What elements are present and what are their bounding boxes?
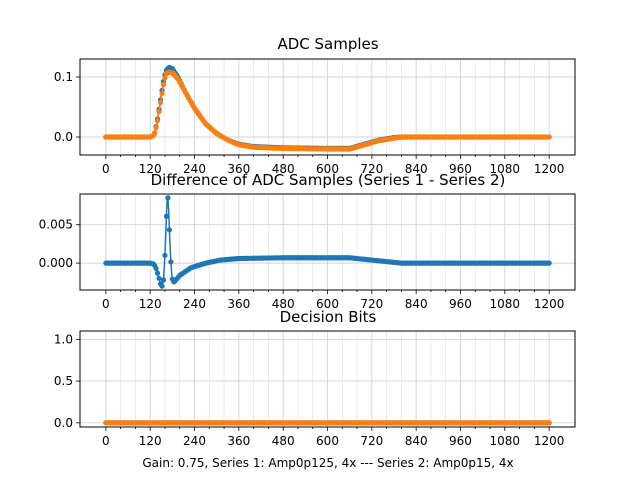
- y-tick-label: 0.005: [39, 218, 73, 232]
- data-point: [157, 99, 164, 106]
- x-tick-label: 600: [316, 434, 339, 448]
- x-tick-label: 720: [360, 162, 383, 176]
- x-tick-label: 840: [405, 162, 428, 176]
- x-tick-label: 0: [102, 162, 110, 176]
- x-tick-label: 480: [272, 297, 295, 311]
- x-tick-label: 120: [139, 297, 162, 311]
- data-point: [165, 195, 171, 201]
- x-tick-label: 0: [102, 434, 110, 448]
- x-axis-label: Gain: 0.75, Series 1: Amp0p125, 4x --- S…: [142, 456, 513, 470]
- x-tick-label: 1080: [490, 434, 521, 448]
- x-tick-label: 0: [102, 297, 110, 311]
- x-tick-label: 840: [405, 434, 428, 448]
- series-1: [103, 194, 552, 289]
- y-axis-ticks: 0.1 0.0: [54, 70, 80, 144]
- x-tick-label: 1200: [534, 297, 565, 311]
- data-point: [546, 420, 552, 426]
- x-tick-label: 1080: [490, 162, 521, 176]
- y-tick-label: 1.0: [54, 332, 73, 346]
- data-point: [546, 260, 552, 266]
- x-tick-label: 360: [227, 434, 250, 448]
- x-tick-label: 120: [139, 162, 162, 176]
- decision-bits-plot: 0 120 240 360 480 600 720 840 960 1080 1200 1.0 0.5 0…: [54, 308, 576, 448]
- x-tick-label: 240: [183, 434, 206, 448]
- x-axis-ticks: 0 120 240 360 480 600 720 840 960 1080 1200: [102, 155, 564, 176]
- x-tick-label: 1200: [534, 434, 565, 448]
- x-axis-ticks: 0 120 240 360 480 600 720 840 960 1080 1200: [102, 290, 564, 311]
- plot-title: Difference of ADC Samples (Series 1 - Se…: [151, 171, 506, 189]
- x-tick-label: 720: [360, 434, 383, 448]
- data-point: [162, 75, 168, 81]
- x-axis-ticks: 0 120 240 360 480 600 720 840 960 1080 1200: [102, 427, 564, 448]
- data-point: [166, 227, 172, 233]
- x-tick-label: 960: [449, 434, 472, 448]
- data-point: [168, 259, 174, 265]
- data-point: [162, 252, 168, 259]
- data-point: [152, 130, 158, 136]
- x-tick-label: 480: [272, 434, 295, 448]
- difference-plot: 0 120 240 360 480 600 720 840 960 1080 12000.0050.…: [39, 171, 576, 311]
- adc-samples-plot: 0 120 240 360 480 600 720 840 960 1080 1200 0.1 0.0 A…: [54, 35, 576, 176]
- data-point: [156, 275, 162, 281]
- data-point: [154, 118, 161, 124]
- x-tick-label: 960: [449, 297, 472, 311]
- data-point: [163, 213, 170, 219]
- x-tick-label: 480: [272, 162, 295, 176]
- y-tick-label: 0.5: [54, 374, 73, 388]
- plot-title: Decision Bits: [280, 308, 377, 326]
- x-tick-label: 1080: [490, 297, 521, 311]
- data-point: [160, 81, 167, 88]
- x-tick-label: 240: [183, 162, 206, 176]
- y-tick-label: 0.000: [39, 256, 73, 270]
- x-tick-label: 120: [139, 434, 162, 448]
- data-point: [153, 125, 159, 131]
- x-tick-label: 360: [227, 162, 250, 176]
- y-axis-ticks: 0.005 0.000: [39, 218, 80, 270]
- plot-title: ADC Samples: [277, 35, 378, 53]
- data-point: [156, 109, 162, 115]
- x-tick-label: 960: [449, 162, 472, 176]
- series-2: [103, 69, 552, 152]
- data-point: [154, 270, 161, 276]
- x-tick-label: 720: [360, 297, 383, 311]
- x-tick-label: 600: [316, 162, 339, 176]
- x-tick-label: 360: [227, 297, 250, 311]
- x-tick-label: 840: [405, 297, 428, 311]
- difference-grid: [80, 194, 575, 290]
- x-tick-label: 600: [316, 297, 339, 311]
- x-tick-label: 240: [183, 297, 206, 311]
- data-point: [159, 90, 165, 97]
- data-point: [160, 277, 167, 283]
- data-point: [546, 134, 552, 140]
- y-tick-label: 0.0: [54, 130, 73, 144]
- y-tick-label: 0.0: [54, 416, 73, 430]
- data-point: [153, 265, 159, 272]
- x-tick-label: 1200: [534, 162, 565, 176]
- series-2: [103, 420, 552, 426]
- y-tick-label: 0.1: [54, 70, 73, 84]
- data-point: [159, 283, 165, 289]
- y-axis-ticks: 1.0 0.5 0.0: [54, 332, 80, 430]
